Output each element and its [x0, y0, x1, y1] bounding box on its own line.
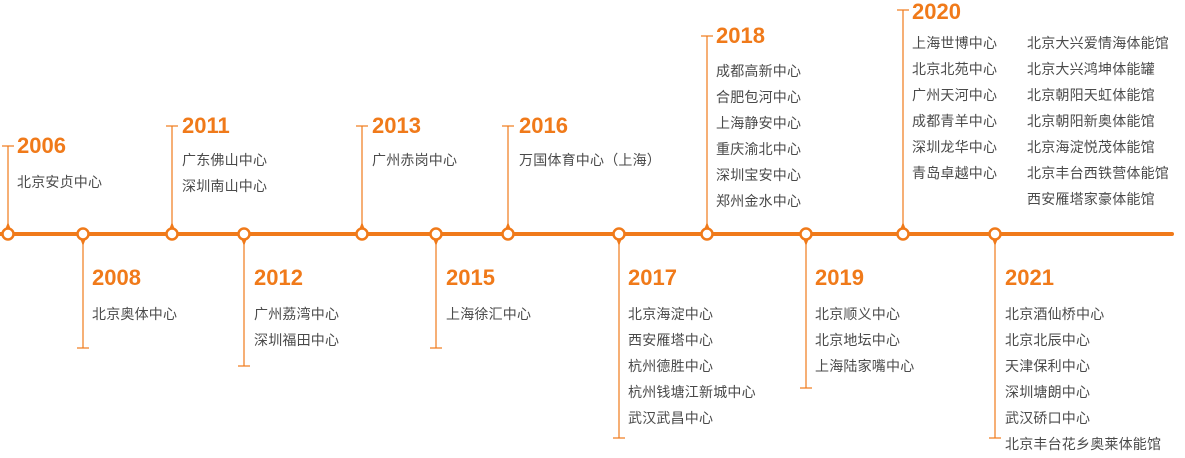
location-item: 北京奥体中心	[92, 307, 178, 323]
location-item: 北京大兴鸿坤体能罐	[1027, 62, 1155, 78]
location-item: 杭州钱塘江新城中心	[628, 385, 756, 401]
location-item: 深圳福田中心	[254, 333, 340, 349]
location-list: 北京安贞中心	[17, 170, 197, 196]
year-label: 2013	[372, 113, 421, 138]
location-item: 西安雁塔家豪体能馆	[1027, 192, 1155, 208]
timeline-marker	[700, 227, 714, 241]
year-label: 2018	[716, 23, 765, 48]
timeline-marker	[1, 227, 15, 241]
location-item: 上海世博中心	[912, 36, 998, 52]
location-item: 深圳南山中心	[182, 179, 268, 195]
location-list: 上海徐汇中心	[446, 302, 626, 328]
year-label: 2017	[628, 265, 677, 290]
location-item: 上海静安中心	[716, 116, 802, 132]
location-list: 广州荔湾中心 深圳福田中心	[254, 302, 434, 354]
location-list: 上海世博中心 北京北苑中心 广州天河中心 成都青羊中心 深圳龙华中心 青岛卓越中心	[912, 31, 1092, 187]
timeline-marker	[355, 227, 369, 241]
location-item: 北京地坛中心	[815, 333, 901, 349]
location-item: 北京酒仙桥中心	[1005, 307, 1105, 323]
location-list: 成都高新中心 合肥包河中心 上海静安中心 重庆渝北中心 深圳宝安中心 郑州金水中心	[716, 59, 896, 215]
location-item: 成都高新中心	[716, 64, 802, 80]
timeline-marker	[76, 227, 90, 241]
location-item: 北京北辰中心	[1005, 333, 1091, 349]
year-label: 2020	[912, 0, 961, 24]
location-item: 北京安贞中心	[17, 175, 103, 191]
location-item: 西安雁塔中心	[628, 333, 714, 349]
location-item: 北京大兴爱情海体能馆	[1027, 36, 1169, 52]
location-list: 北京海淀中心 西安雁塔中心 杭州德胜中心杭州钱塘江新城中心 武汉武昌中心	[628, 302, 808, 432]
location-item: 深圳龙华中心	[912, 140, 998, 156]
location-item: 重庆渝北中心	[716, 142, 802, 158]
timeline-marker	[896, 227, 910, 241]
location-item: 上海陆家嘴中心	[815, 359, 915, 375]
location-item: 北京海淀中心	[628, 307, 714, 323]
location-item: 天津保利中心	[1005, 359, 1091, 375]
year-label: 2021	[1005, 265, 1054, 290]
location-list: 广东佛山中心 深圳南山中心	[182, 148, 362, 200]
location-item: 广东佛山中心	[182, 153, 268, 169]
location-item: 合肥包河中心	[716, 90, 802, 106]
year-label: 2012	[254, 265, 303, 290]
location-list: 万国体育中心（上海）	[519, 148, 699, 174]
timeline-marker	[612, 227, 626, 241]
location-list: 北京大兴爱情海体能馆 北京大兴鸿坤体能罐 北京朝阳天虹体能馆 北京朝阳新奥体能馆 北京海…	[1027, 31, 1185, 213]
year-label: 2008	[92, 265, 141, 290]
location-item: 深圳塘朗中心	[1005, 385, 1091, 401]
location-item: 北京朝阳新奥体能馆	[1027, 114, 1155, 130]
year-label: 2006	[17, 133, 66, 158]
location-item: 北京顺义中心	[815, 307, 901, 323]
timeline-marker	[501, 227, 515, 241]
location-item: 北京海淀悦茂体能馆	[1027, 140, 1155, 156]
location-item: 广州荔湾中心	[254, 307, 340, 323]
timeline-marker	[165, 227, 179, 241]
location-item: 青岛卓越中心	[912, 166, 998, 182]
year-label: 2011	[182, 113, 230, 138]
location-item: 成都青羊中心	[912, 114, 998, 130]
location-item: 北京丰台花乡奥莱体能馆	[1005, 437, 1162, 453]
location-item: 郑州金水中心	[716, 194, 802, 210]
location-item: 万国体育中心（上海）	[519, 153, 661, 169]
location-item: 北京丰台西铁营体能馆	[1027, 166, 1169, 182]
location-list: 北京酒仙桥中心 北京北辰中心 天津保利中心 深圳塘朗中心 武汉硚口中心北京丰台花乡奥莱体…	[1005, 302, 1185, 458]
location-list: 广州赤岗中心	[372, 148, 552, 174]
location-item: 深圳宝安中心	[716, 168, 802, 184]
location-item: 广州天河中心	[912, 88, 998, 104]
location-item: 广州赤岗中心	[372, 153, 458, 169]
location-list: 北京顺义中心 北京地坛中心 上海陆家嘴中心	[815, 302, 995, 380]
location-item: 武汉硚口中心	[1005, 411, 1091, 427]
year-label: 2019	[815, 265, 864, 290]
year-label: 2016	[519, 113, 568, 138]
location-item: 武汉武昌中心	[628, 411, 714, 427]
year-label: 2015	[446, 265, 495, 290]
location-item: 杭州德胜中心	[628, 359, 714, 375]
timeline-marker	[237, 227, 251, 241]
timeline-marker	[799, 227, 813, 241]
location-item: 北京朝阳天虹体能馆	[1027, 88, 1155, 104]
location-item: 北京北苑中心	[912, 62, 998, 78]
location-item: 上海徐汇中心	[446, 307, 532, 323]
timeline-marker	[429, 227, 443, 241]
location-list: 北京奥体中心	[92, 302, 272, 328]
timeline-marker	[988, 227, 1002, 241]
